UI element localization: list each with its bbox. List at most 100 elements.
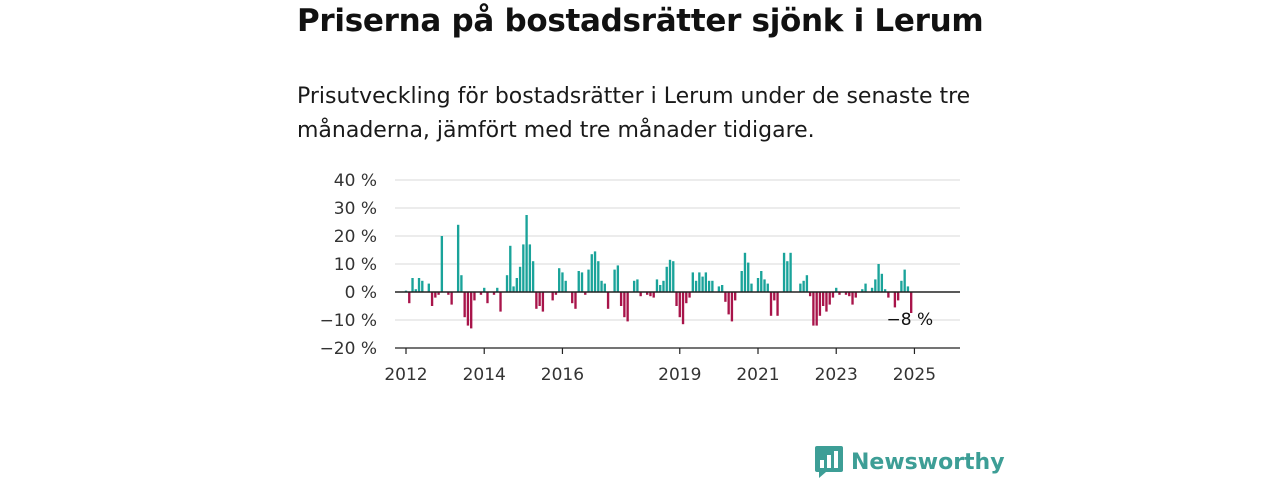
bar <box>808 292 812 297</box>
bar <box>626 292 629 322</box>
bar <box>561 272 564 292</box>
axes <box>395 291 960 349</box>
bar <box>584 292 587 295</box>
bar <box>694 280 698 292</box>
bar <box>590 254 593 292</box>
bar <box>711 280 714 292</box>
chart-title: Priserna på bostadsrätter sjönk i Lerum <box>297 3 984 39</box>
y-tick-label: 20 % <box>334 227 377 247</box>
bar <box>408 292 411 304</box>
bar <box>597 261 600 292</box>
bar <box>727 292 730 315</box>
bar <box>802 280 805 292</box>
bar <box>613 269 616 292</box>
bar <box>571 292 574 304</box>
bar <box>655 279 659 292</box>
bar <box>776 292 779 316</box>
bar <box>434 292 437 298</box>
bar <box>906 286 910 292</box>
y-tick-label: −10 % <box>320 311 377 331</box>
end-value-label: −8 % <box>887 310 934 330</box>
bar <box>421 280 424 292</box>
bar <box>685 292 688 304</box>
bar <box>411 278 414 292</box>
bar <box>580 272 584 292</box>
bar <box>701 276 704 292</box>
bar <box>659 285 662 292</box>
x-tick-label: 2019 <box>658 365 701 385</box>
bar <box>896 292 900 301</box>
bar <box>577 271 580 292</box>
y-tick-label: −20 % <box>320 339 377 359</box>
bar <box>760 271 763 292</box>
bar <box>414 289 417 292</box>
bar <box>466 292 470 326</box>
bar <box>515 278 518 292</box>
bar <box>763 279 766 292</box>
bar <box>512 286 515 292</box>
bar <box>688 292 691 298</box>
annotations: −8 % <box>887 310 934 330</box>
bar <box>450 292 453 305</box>
bar <box>427 283 430 292</box>
bar <box>662 280 665 292</box>
bar <box>456 224 460 292</box>
bar <box>903 269 906 292</box>
bar <box>616 265 620 292</box>
bar <box>874 279 877 292</box>
bar <box>883 289 887 292</box>
bar <box>646 292 649 295</box>
bar <box>535 292 538 309</box>
bar <box>632 280 636 292</box>
bar <box>854 292 857 298</box>
x-tick-label: 2023 <box>815 365 858 385</box>
bar <box>707 280 711 292</box>
x-tick-label: 2025 <box>893 365 936 385</box>
bar <box>766 283 769 292</box>
bar <box>509 245 512 292</box>
bar <box>805 275 809 292</box>
bar <box>541 292 545 312</box>
y-tick-label: 30 % <box>334 199 377 219</box>
bar <box>678 292 681 318</box>
bar <box>756 278 760 292</box>
bar <box>505 275 509 292</box>
brand-name: Newsworthy <box>851 449 1005 475</box>
bar <box>851 292 854 305</box>
x-axis-labels: 2012 2014 2016 2019 2021 2023 2025 <box>384 348 936 385</box>
bar <box>910 292 913 313</box>
bar <box>769 292 773 316</box>
bar <box>704 272 708 292</box>
bar <box>639 292 642 297</box>
newsworthy-logo-icon <box>815 446 843 478</box>
bar <box>812 292 815 326</box>
bar <box>440 236 444 292</box>
bar <box>668 259 672 292</box>
y-tick-label: 10 % <box>334 255 377 275</box>
bar <box>743 252 747 292</box>
bar <box>603 283 606 292</box>
bar <box>786 261 789 292</box>
bar <box>747 262 750 292</box>
bar <box>698 272 701 292</box>
bar <box>815 292 818 326</box>
bar <box>525 215 528 292</box>
bar <box>681 292 685 325</box>
bar <box>623 292 626 318</box>
bar <box>551 292 554 301</box>
bar <box>636 279 639 292</box>
bar <box>831 292 835 298</box>
bar <box>675 292 678 306</box>
bar <box>531 261 535 292</box>
bar-chart: 40 %30 %20 %10 %0 %−10 %−20 % 2012 2014 20… <box>320 171 960 385</box>
bar <box>818 292 822 316</box>
bar <box>460 275 463 292</box>
y-tick-label: 40 % <box>334 171 377 191</box>
bar <box>672 261 675 292</box>
bar <box>861 289 864 292</box>
bar <box>600 280 603 292</box>
bar <box>773 292 776 301</box>
x-tick-label: 2014 <box>463 365 506 385</box>
bar <box>828 292 831 305</box>
bar <box>437 292 440 295</box>
